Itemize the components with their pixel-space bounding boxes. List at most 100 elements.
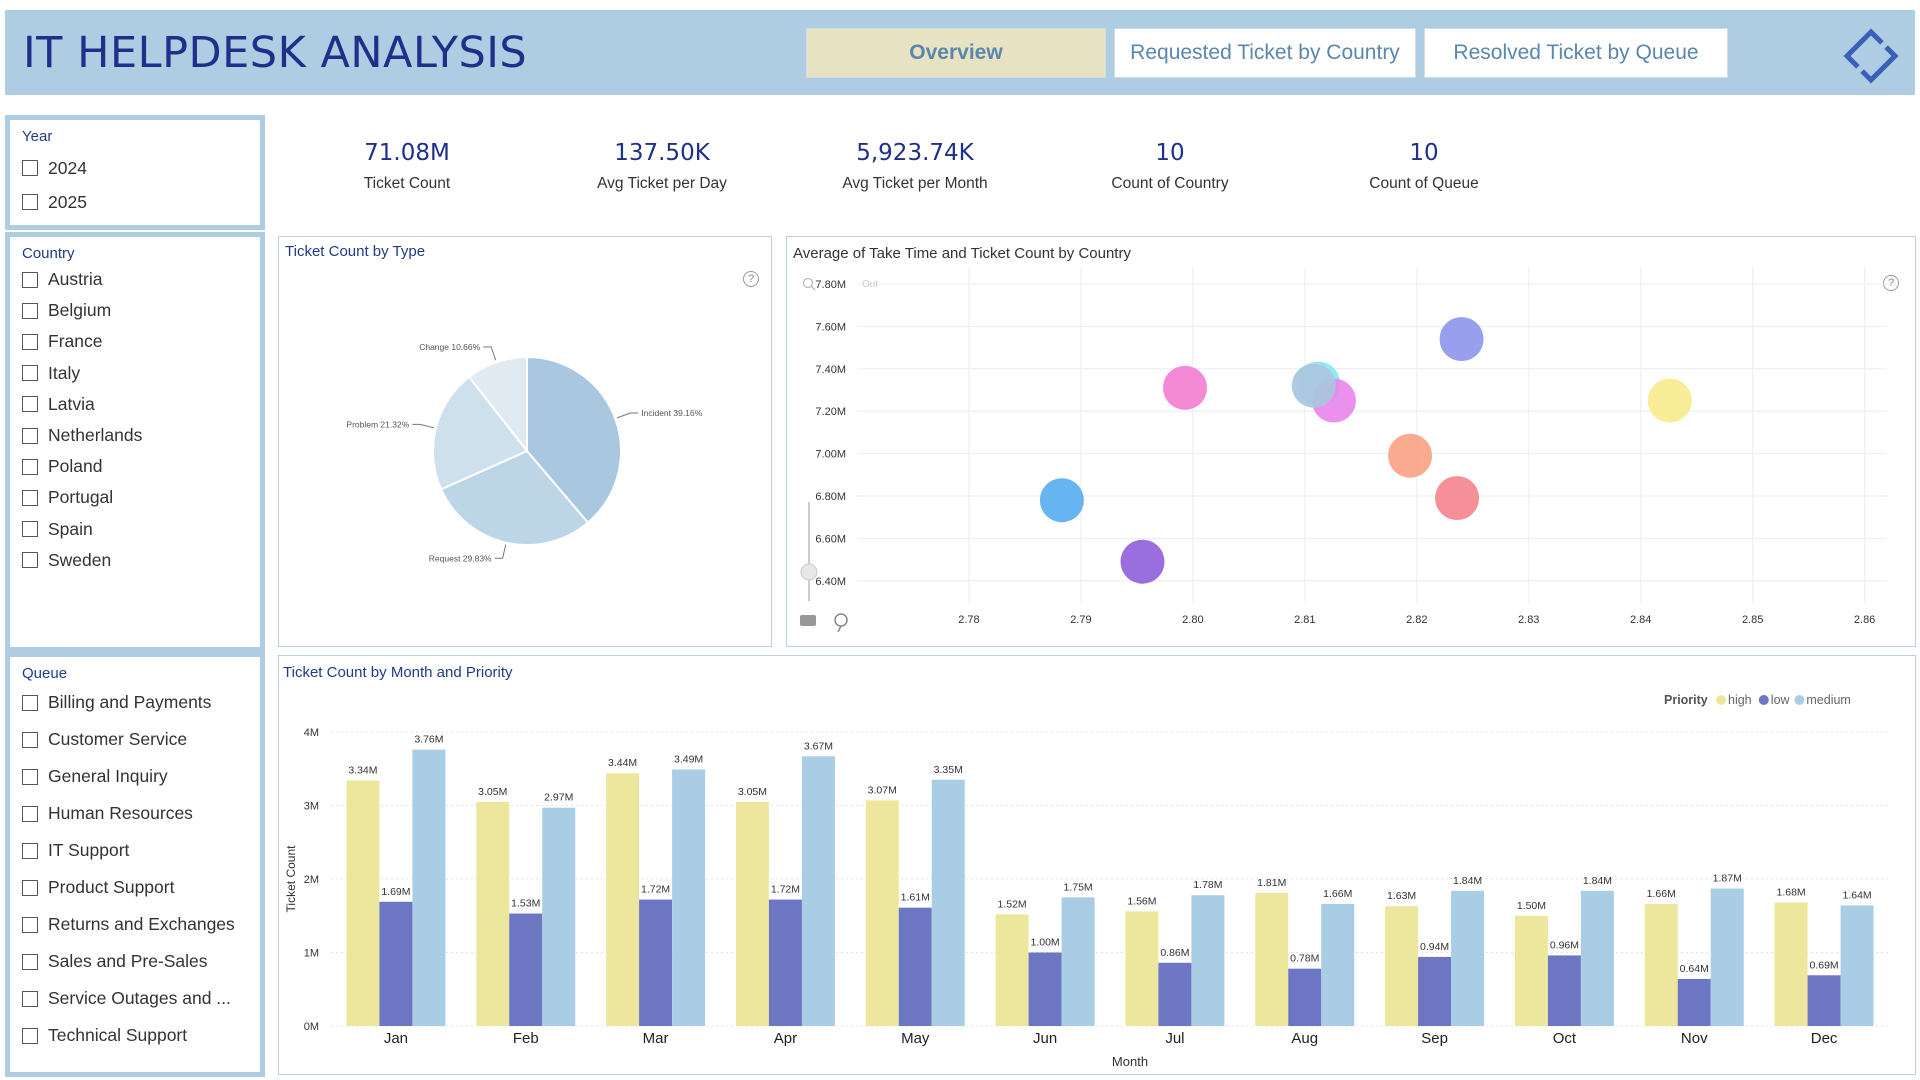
checkbox-icon[interactable] bbox=[22, 768, 38, 785]
checkbox-icon[interactable] bbox=[22, 953, 38, 970]
bar-mark bbox=[672, 769, 706, 1026]
scatter-x-tick-label: 2.81 bbox=[1294, 614, 1315, 626]
bar-x-tick-label: Nov bbox=[1681, 1030, 1708, 1047]
kpi-value: 10 bbox=[1155, 140, 1185, 166]
checkbox-icon[interactable] bbox=[22, 427, 38, 444]
queue-option-sales-and-pre-sales[interactable]: Sales and Pre-Sales bbox=[22, 943, 260, 980]
bar-mark bbox=[1061, 897, 1095, 1026]
bar-data-label: 1.63M bbox=[1387, 890, 1416, 902]
scatter-y-tick-label: 7.00M bbox=[815, 449, 846, 461]
checkbox-icon[interactable] bbox=[22, 552, 38, 569]
checkbox-icon[interactable] bbox=[22, 879, 38, 896]
queue-option-human-resources[interactable]: Human Resources bbox=[22, 795, 260, 832]
country-option-sweden[interactable]: Sweden bbox=[22, 545, 260, 576]
legend-swatch bbox=[1716, 695, 1726, 705]
legend-label: low bbox=[1771, 693, 1791, 707]
tab-requested-ticket-by-country[interactable]: Requested Ticket by Country bbox=[1114, 28, 1416, 78]
bar-y-tick-label: 3M bbox=[304, 801, 319, 813]
country-option-austria[interactable]: Austria bbox=[22, 264, 260, 295]
scatter-point bbox=[1439, 317, 1484, 362]
scatter-y-tick-label: 7.80M bbox=[815, 279, 846, 291]
checkbox-icon[interactable] bbox=[22, 990, 38, 1007]
legend-label: medium bbox=[1806, 693, 1850, 707]
queue-slicer-title: Queue bbox=[22, 665, 68, 682]
pie-slice bbox=[432, 375, 529, 491]
country-option-poland[interactable]: Poland bbox=[22, 451, 260, 482]
queue-option-label: Customer Service bbox=[48, 729, 188, 749]
scatter-chart-panel: Average of Take Time and Ticket Count by… bbox=[786, 236, 1916, 647]
kpi-count-of-country: 10 Count of Country bbox=[1060, 140, 1280, 193]
scatter-point bbox=[1163, 365, 1208, 410]
checkbox-icon[interactable] bbox=[22, 333, 38, 350]
lasso-tail-icon bbox=[837, 625, 842, 633]
queue-option-product-support[interactable]: Product Support bbox=[22, 869, 260, 906]
bar-mark bbox=[1158, 962, 1192, 1026]
checkbox-icon[interactable] bbox=[22, 521, 38, 538]
help-icon[interactable]: ? bbox=[1883, 275, 1899, 291]
bar-mark bbox=[995, 914, 1029, 1026]
bar-mark bbox=[1385, 906, 1419, 1026]
pie-leader-line bbox=[412, 423, 434, 429]
queue-option-it-support[interactable]: IT Support bbox=[22, 832, 260, 869]
pie-slice-label: Change 10.66% bbox=[419, 342, 480, 352]
bar-data-label: 3.44M bbox=[608, 757, 637, 769]
kpi-value: 10 bbox=[1409, 140, 1439, 166]
checkbox-icon[interactable] bbox=[22, 458, 38, 475]
bar-x-tick-label: Jul bbox=[1165, 1030, 1184, 1047]
bar-chart-title: Ticket Count by Month and Priority bbox=[283, 664, 513, 681]
checkbox-icon[interactable] bbox=[22, 194, 38, 210]
queue-option-technical-support[interactable]: Technical Support bbox=[22, 1017, 260, 1054]
bar-x-tick-label: Oct bbox=[1553, 1030, 1577, 1047]
checkbox-icon[interactable] bbox=[22, 365, 38, 382]
country-option-italy[interactable]: Italy bbox=[22, 358, 260, 389]
help-icon[interactable]: ? bbox=[743, 271, 759, 287]
queue-option-customer-service[interactable]: Customer Service bbox=[22, 721, 260, 758]
bar-x-tick-label: Jun bbox=[1033, 1030, 1057, 1047]
queue-option-general-inquiry[interactable]: General Inquiry bbox=[22, 758, 260, 795]
year-option-2024[interactable]: 2024 bbox=[22, 151, 260, 185]
checkbox-icon[interactable] bbox=[22, 1027, 38, 1044]
pie-leader-line bbox=[483, 346, 497, 361]
country-option-label: Poland bbox=[48, 456, 103, 477]
tab-overview[interactable]: Overview bbox=[806, 28, 1106, 78]
scatter-x-tick-label: 2.80 bbox=[1182, 614, 1203, 626]
year-option-2025[interactable]: 2025 bbox=[22, 185, 260, 219]
checkbox-icon[interactable] bbox=[22, 489, 38, 506]
pie-slice bbox=[467, 355, 528, 454]
country-slicer-title: Country bbox=[22, 245, 75, 262]
pie-chart: Incident 39.16% Request 29.83% Problem 21.… bbox=[346, 342, 702, 563]
country-option-latvia[interactable]: Latvia bbox=[22, 389, 260, 420]
bar-data-label: 1.72M bbox=[641, 884, 670, 896]
tab-resolved-ticket-by-queue[interactable]: Resolved Ticket by Queue bbox=[1424, 28, 1728, 78]
checkbox-icon[interactable] bbox=[22, 271, 38, 288]
bar-mark bbox=[606, 773, 640, 1026]
checkbox-icon[interactable] bbox=[22, 805, 38, 822]
country-option-netherlands[interactable]: Netherlands bbox=[22, 420, 260, 451]
checkbox-icon[interactable] bbox=[22, 916, 38, 933]
bar-mark bbox=[1710, 888, 1744, 1026]
diamond-logo-icon bbox=[1843, 28, 1899, 84]
queue-option-returns-and-exchanges[interactable]: Returns and Exchanges bbox=[22, 906, 260, 943]
country-option-portugal[interactable]: Portugal bbox=[22, 482, 260, 513]
checkbox-icon[interactable] bbox=[22, 731, 38, 748]
bar-data-label: 3.07M bbox=[868, 784, 897, 796]
bar-data-label: 1.75M bbox=[1063, 881, 1092, 893]
queue-option-service-outages[interactable]: Service Outages and ... bbox=[22, 980, 260, 1017]
country-option-belgium[interactable]: Belgium bbox=[22, 295, 260, 326]
queue-option-label: Billing and Payments bbox=[48, 692, 212, 712]
checkbox-icon[interactable] bbox=[22, 160, 38, 176]
scatter-y-tick-label: 7.20M bbox=[815, 406, 846, 418]
bar-mark bbox=[509, 913, 543, 1026]
zoom-slider-handle bbox=[800, 563, 818, 581]
country-option-spain[interactable]: Spain bbox=[22, 514, 260, 545]
kpi-value: 137.50K bbox=[614, 140, 710, 166]
checkbox-icon[interactable] bbox=[22, 302, 38, 319]
checkbox-icon[interactable] bbox=[22, 842, 38, 859]
checkbox-icon[interactable] bbox=[22, 694, 38, 711]
country-option-france[interactable]: France bbox=[22, 326, 260, 357]
queue-option-billing-and-payments[interactable]: Billing and Payments bbox=[22, 684, 260, 721]
lasso-select-icon bbox=[834, 613, 848, 627]
checkbox-icon[interactable] bbox=[22, 396, 38, 413]
bar-mark bbox=[1418, 956, 1452, 1026]
bar-data-label: 3.34M bbox=[348, 765, 377, 777]
